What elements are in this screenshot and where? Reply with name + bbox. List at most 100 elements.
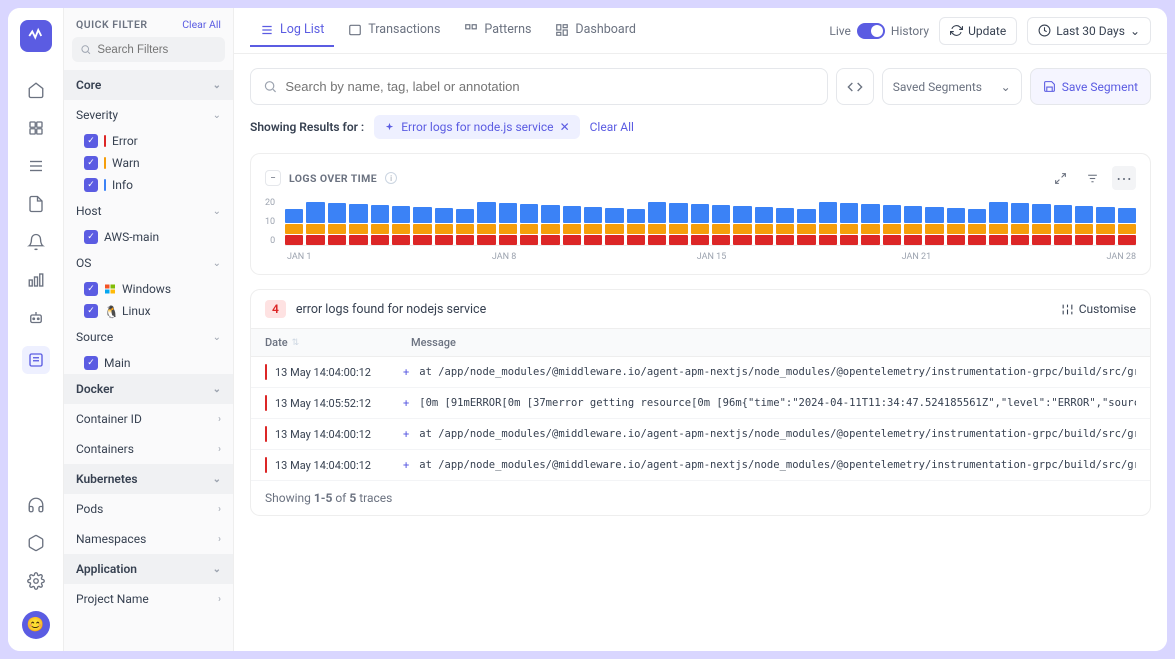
live-toggle[interactable]: LiveHistory xyxy=(829,23,929,39)
chart-icon[interactable] xyxy=(26,270,46,290)
docker-container-id[interactable]: Container ID› xyxy=(64,404,233,434)
chart-bar[interactable] xyxy=(861,204,879,245)
chart-bar[interactable] xyxy=(968,209,986,245)
log-row[interactable]: 13 May 14:04:00:12+at /app/node_modules/… xyxy=(251,419,1150,450)
chart-bar[interactable] xyxy=(328,203,346,245)
filter-severity-error[interactable]: ✓Error xyxy=(64,130,233,152)
home-icon[interactable] xyxy=(26,80,46,100)
chart-bar[interactable] xyxy=(1054,205,1072,245)
filter-icon[interactable] xyxy=(1080,166,1104,190)
code-button[interactable] xyxy=(836,68,874,105)
support-icon[interactable] xyxy=(26,495,46,515)
chart-bar[interactable] xyxy=(1096,207,1114,245)
col-date[interactable]: Date ⇅ xyxy=(265,336,393,349)
sub-severity[interactable]: Severity⌄ xyxy=(64,100,233,130)
app-project-name[interactable]: Project Name› xyxy=(64,584,233,614)
chart-bar[interactable] xyxy=(733,206,751,245)
stack-icon[interactable] xyxy=(26,118,46,138)
list-icon[interactable] xyxy=(26,156,46,176)
group-kubernetes[interactable]: Kubernetes⌄ xyxy=(64,464,233,494)
chart-bar[interactable] xyxy=(904,206,922,245)
cube-icon[interactable] xyxy=(26,533,46,553)
chart-bar[interactable] xyxy=(669,203,687,245)
chart-bar[interactable] xyxy=(797,209,815,245)
expand-icon[interactable] xyxy=(1048,166,1072,190)
saved-segments-dropdown[interactable]: Saved Segments⌄ xyxy=(882,68,1022,105)
chart-bar[interactable] xyxy=(1118,208,1136,245)
filter-severity-info[interactable]: ✓Info xyxy=(64,174,233,196)
log-row[interactable]: 13 May 14:04:00:12+at /app/node_modules/… xyxy=(251,450,1150,481)
chart-bar[interactable] xyxy=(1032,204,1050,245)
main-search-input[interactable] xyxy=(285,79,814,94)
expand-row-icon[interactable]: + xyxy=(393,397,419,410)
chart-bar[interactable] xyxy=(349,204,367,245)
chart-bar[interactable] xyxy=(392,206,410,245)
sub-os[interactable]: OS⌄ xyxy=(64,248,233,278)
k8s-pods[interactable]: Pods› xyxy=(64,494,233,524)
more-icon[interactable]: ⋯ xyxy=(1112,166,1136,190)
filter-host-aws[interactable]: ✓AWS-main xyxy=(64,226,233,248)
robot-icon[interactable] xyxy=(26,308,46,328)
group-docker[interactable]: Docker⌄ xyxy=(64,374,233,404)
chart-bar[interactable] xyxy=(648,202,666,245)
chart-bar[interactable] xyxy=(840,203,858,245)
filter-severity-warn[interactable]: ✓Warn xyxy=(64,152,233,174)
filter-search-input[interactable] xyxy=(97,44,217,56)
chart-bar[interactable] xyxy=(712,205,730,245)
save-segment-button[interactable]: Save Segment xyxy=(1030,68,1151,105)
chart-bar[interactable] xyxy=(520,204,538,245)
chart-bar[interactable] xyxy=(989,202,1007,245)
date-range-button[interactable]: Last 30 Days⌄ xyxy=(1027,17,1151,45)
sort-icon[interactable]: ⇅ xyxy=(292,338,300,348)
toggle-icon[interactable] xyxy=(857,23,885,39)
chart-bar[interactable] xyxy=(755,207,773,245)
k8s-namespaces[interactable]: Namespaces› xyxy=(64,524,233,554)
docker-containers[interactable]: Containers› xyxy=(64,434,233,464)
sub-host[interactable]: Host⌄ xyxy=(64,196,233,226)
chart-bar[interactable] xyxy=(776,208,794,245)
log-row[interactable]: 13 May 14:04:00:12+at /app/node_modules/… xyxy=(251,357,1150,388)
chart-bar[interactable] xyxy=(499,203,517,245)
expand-row-icon[interactable]: + xyxy=(393,428,419,441)
bell-icon[interactable] xyxy=(26,232,46,252)
info-icon[interactable]: i xyxy=(385,172,397,184)
chart-bar[interactable] xyxy=(306,202,324,245)
filter-search[interactable] xyxy=(72,37,225,62)
clear-results[interactable]: Clear All xyxy=(590,120,634,134)
chart-bar[interactable] xyxy=(819,202,837,245)
chart-bar[interactable] xyxy=(456,209,474,245)
chart-bar[interactable] xyxy=(541,205,559,245)
chart-bar[interactable] xyxy=(435,208,453,245)
logo[interactable] xyxy=(20,20,52,52)
filter-source-main[interactable]: ✓Main xyxy=(64,352,233,374)
chart-bar[interactable] xyxy=(605,208,623,245)
col-message[interactable]: Message xyxy=(393,336,1136,349)
file-icon[interactable] xyxy=(26,194,46,214)
chart-bar[interactable] xyxy=(1011,203,1029,245)
chart-bar[interactable] xyxy=(563,206,581,245)
log-row[interactable]: 13 May 14:05:52:12+[0m [91mERROR[0m [37m… xyxy=(251,388,1150,419)
chart-bar[interactable] xyxy=(584,207,602,245)
tab-patterns[interactable]: Patterns xyxy=(454,14,541,47)
chart-bar[interactable] xyxy=(947,208,965,245)
chip-close-icon[interactable]: ✕ xyxy=(560,120,570,134)
tab-transactions[interactable]: Transactions xyxy=(338,14,450,47)
chart-bar[interactable] xyxy=(413,207,431,245)
sub-source[interactable]: Source⌄ xyxy=(64,322,233,352)
expand-row-icon[interactable]: + xyxy=(393,366,419,379)
main-search[interactable] xyxy=(250,68,828,105)
customise-button[interactable]: Customise xyxy=(1061,302,1136,316)
settings-icon[interactable] xyxy=(26,571,46,591)
filter-os-windows[interactable]: ✓Windows xyxy=(64,278,233,300)
filter-os-linux[interactable]: ✓🐧Linux xyxy=(64,300,233,322)
filter-chip[interactable]: Error logs for node.js service ✕ xyxy=(374,115,579,139)
chart-bar[interactable] xyxy=(285,209,303,245)
chart-bar[interactable] xyxy=(627,209,645,245)
chart-bar[interactable] xyxy=(883,205,901,245)
chart-bar[interactable] xyxy=(925,207,943,245)
user-avatar[interactable]: 😊 xyxy=(22,611,50,639)
group-core[interactable]: Core⌄ xyxy=(64,70,233,100)
clear-all-filters[interactable]: Clear All xyxy=(182,18,221,31)
logs-icon[interactable] xyxy=(22,346,50,374)
collapse-icon[interactable]: − xyxy=(265,170,281,186)
